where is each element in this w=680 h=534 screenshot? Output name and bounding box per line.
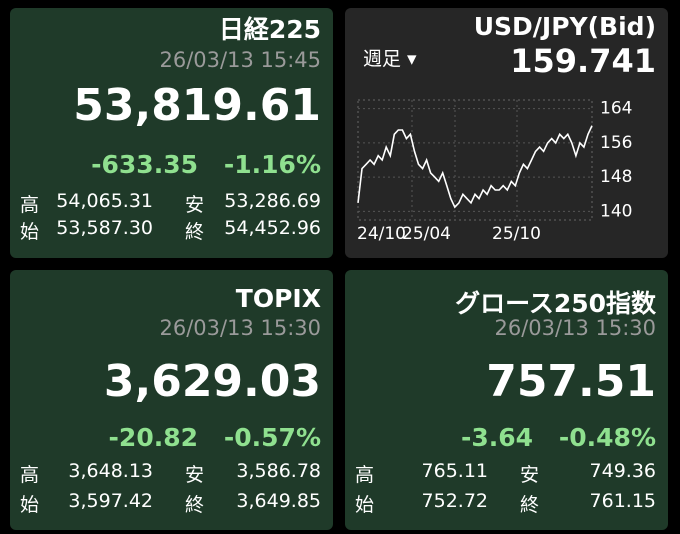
price: 757.51 [486, 356, 656, 407]
fx-chart: 24/10 25/04 25/10 164 156 148 140 [357, 99, 632, 244]
period: 週足 [363, 48, 402, 70]
label: 高 [20, 464, 40, 486]
change: -3.64 [460, 423, 533, 452]
label: 始 [355, 494, 375, 516]
low: 3,586.78 [236, 460, 321, 482]
high: 54,065.31 [56, 190, 153, 212]
y-tick-label: 164 [600, 99, 632, 119]
low: 749.36 [589, 460, 656, 482]
label: 終 [185, 221, 205, 243]
quote-card[interactable]: グロース250指数 26/03/13 15:30 757.51 -3.64 -0.48%… [345, 270, 668, 530]
close: 54,452.96 [224, 217, 321, 239]
change-pct: -1.16% [223, 150, 321, 179]
label: 安 [520, 464, 540, 486]
label: 高 [355, 464, 375, 486]
fx-card[interactable]: USD/JPY(Bid) 週足 ▾ 159.741 24/10 25/04 25… [345, 8, 668, 258]
label: 終 [520, 494, 540, 516]
close: 761.15 [589, 490, 656, 512]
open: 53,587.30 [56, 217, 153, 239]
change: -633.35 [91, 150, 198, 179]
change: -20.82 [108, 423, 198, 452]
label: 始 [20, 494, 40, 516]
fx-price: 159.741 [510, 42, 656, 80]
change-pct: -0.48% [558, 423, 656, 452]
y-tick-label: 148 [600, 167, 632, 187]
label: 高 [20, 194, 40, 216]
label: 始 [20, 221, 40, 243]
x-label: 25/04 [402, 224, 451, 244]
label: 終 [185, 494, 205, 516]
title: TOPIX [235, 284, 321, 313]
datetime: 26/03/13 15:45 [159, 48, 321, 72]
y-tick-label: 156 [600, 133, 632, 153]
quote-card[interactable]: TOPIX 26/03/13 15:30 3,629.03 -20.82 -0.57% 高… [10, 270, 333, 530]
y-tick-label: 140 [600, 201, 632, 221]
high: 765.11 [421, 460, 488, 482]
low: 53,286.69 [224, 190, 321, 212]
change-pct: -0.57% [223, 423, 321, 452]
period-select[interactable]: 週足 ▾ [363, 48, 417, 70]
label: 安 [185, 194, 205, 216]
title: グロース250指数 [455, 289, 656, 318]
open: 3,597.42 [68, 490, 153, 512]
fx-title: USD/JPY(Bid) [473, 12, 656, 41]
title: 日経225 [218, 15, 321, 44]
x-label: 25/10 [492, 224, 541, 244]
price: 3,629.03 [103, 356, 321, 407]
high: 3,648.13 [68, 460, 153, 482]
datetime: 26/03/13 15:30 [494, 316, 656, 340]
x-label: 24/10 [357, 224, 406, 244]
label: 安 [185, 464, 205, 486]
price: 53,819.61 [73, 80, 321, 131]
price-line [357, 125, 593, 209]
quote-card[interactable]: 日経225 26/03/13 15:45 53,819.61 -633.35 -1.16… [10, 8, 333, 258]
close: 3,649.85 [236, 490, 321, 512]
plot-frame [357, 99, 593, 221]
open: 752.72 [421, 490, 488, 512]
datetime: 26/03/13 15:30 [159, 316, 321, 340]
